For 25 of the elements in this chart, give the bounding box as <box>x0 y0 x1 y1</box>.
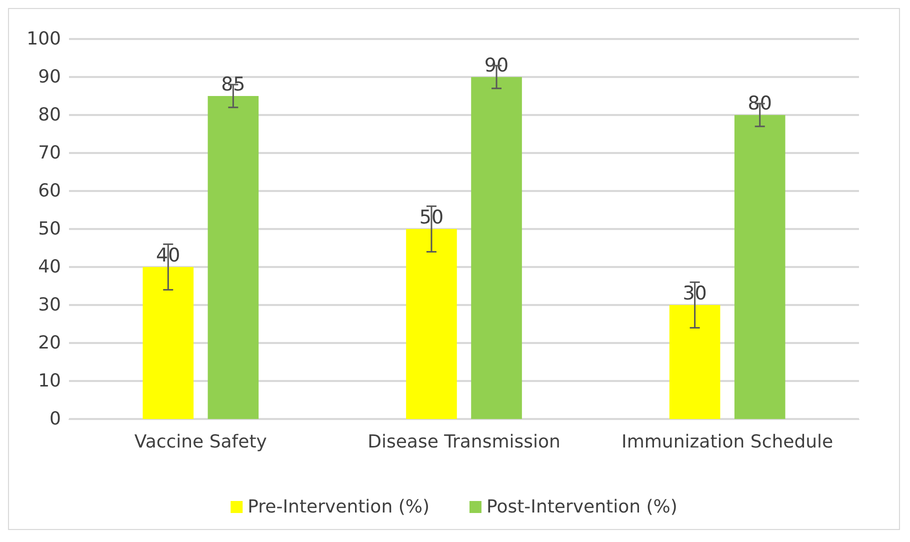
y-tick-label: 30 <box>38 294 61 316</box>
y-tick-label: 60 <box>38 180 61 202</box>
data-label: 80 <box>748 92 772 114</box>
y-tick-label: 0 <box>50 408 61 430</box>
y-tick-label: 70 <box>38 142 61 164</box>
bar <box>208 96 259 419</box>
bar <box>734 115 786 419</box>
legend-label: Pre-Intervention (%) <box>248 496 430 518</box>
y-tick-label: 40 <box>38 256 61 278</box>
y-tick-label: 50 <box>38 218 61 240</box>
y-tick-label: 80 <box>38 104 61 126</box>
y-tick-label: 10 <box>38 370 61 392</box>
y-tick-label: 90 <box>38 66 61 88</box>
bar <box>471 77 522 419</box>
bar <box>669 305 720 419</box>
x-tick-label: Disease Transmission <box>368 432 560 452</box>
y-tick-label: 100 <box>26 28 61 50</box>
x-tick-label: Immunization Schedule <box>622 432 834 452</box>
data-label: 85 <box>221 74 246 96</box>
data-label: 90 <box>484 54 509 76</box>
y-tick-label: 20 <box>38 332 61 354</box>
bar <box>406 229 457 419</box>
legend-label: Post-Intervention (%) <box>486 496 678 518</box>
bar <box>142 267 194 419</box>
x-tick-label: Vaccine Safety <box>134 432 268 452</box>
